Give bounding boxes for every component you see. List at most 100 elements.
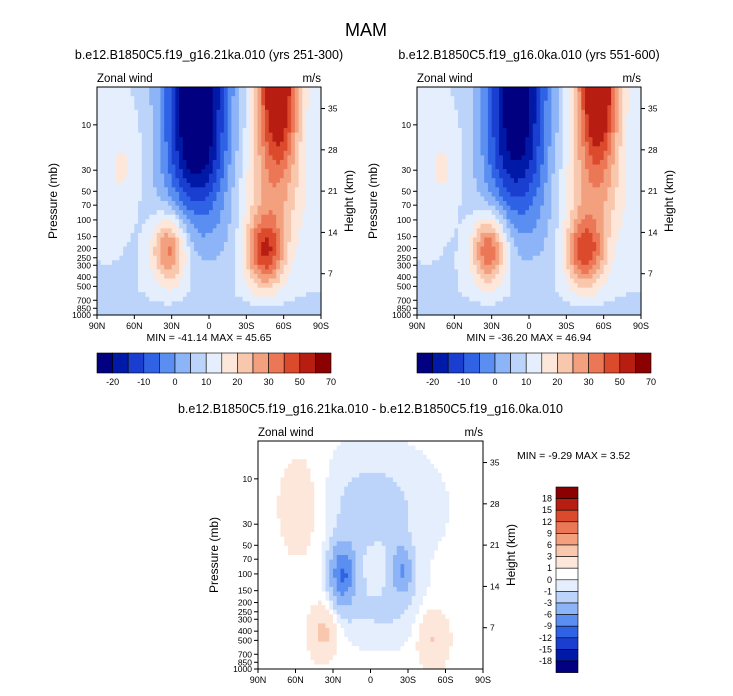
contour-cell: [167, 159, 173, 166]
contour-cell: [480, 150, 485, 156]
contour-cell: [302, 141, 307, 147]
contour-cell: [138, 210, 143, 216]
contour-cell: [156, 114, 162, 120]
contour-cell: [231, 114, 236, 120]
contour-cell: [268, 264, 274, 270]
contour-cell: [499, 191, 504, 198]
contour-cell: [231, 214, 236, 220]
contour-cell: [495, 251, 500, 257]
contour-cell: [446, 292, 452, 298]
height-tick-label: 35: [328, 104, 338, 114]
contour-cell: [194, 187, 199, 193]
contour-cell: [209, 273, 214, 280]
contour-cell: [190, 187, 195, 193]
contour-cell: [186, 96, 191, 102]
contour-cell: [287, 237, 292, 243]
contour-cell: [268, 292, 274, 298]
contour-cell: [130, 87, 135, 93]
contour-cell: [473, 283, 478, 289]
contour-cell: [171, 109, 176, 115]
contour-cell: [506, 283, 511, 289]
contour-cell: [194, 278, 199, 284]
contour-cell: [179, 196, 184, 202]
contour-cell: [149, 87, 154, 93]
contour-cell: [547, 114, 552, 120]
contour-cell: [223, 178, 229, 184]
contour-cell: [510, 273, 515, 280]
contour-cell: [428, 155, 433, 161]
contour-cell: [156, 246, 162, 252]
contour-cell: [525, 283, 530, 289]
contour-cell: [529, 242, 534, 248]
contour-cell: [517, 196, 523, 202]
contour-cell: [134, 296, 139, 302]
contour-cell: [111, 164, 117, 170]
contour-cell: [108, 118, 113, 125]
contour-cell: [525, 132, 530, 138]
contour-cell: [446, 187, 452, 193]
contour-cell: [205, 228, 210, 234]
contour-cell: [119, 283, 124, 289]
contour-cell: [532, 128, 538, 134]
contour-cell: [115, 169, 120, 175]
contour-cell: [309, 273, 315, 280]
contour-cell: [115, 255, 120, 261]
contour-cell: [547, 255, 552, 261]
contour-cell: [104, 173, 109, 179]
contour-cell: [167, 219, 173, 225]
contour-cell: [153, 273, 158, 280]
contour-cell: [253, 246, 259, 252]
contour-cell: [439, 305, 444, 312]
contour-cell: [469, 242, 474, 248]
contour-cell: [495, 196, 500, 202]
contour-cell: [458, 255, 463, 261]
contour-cell: [231, 118, 236, 125]
contour-cell: [197, 210, 203, 216]
contour-cell: [458, 278, 463, 284]
contour-cell: [138, 173, 143, 179]
contour-cell: [186, 223, 191, 229]
contour-cell: [294, 214, 300, 220]
contour-cell: [431, 255, 437, 261]
contour-cell: [268, 137, 274, 143]
contour-cell: [558, 118, 564, 125]
contour-cell: [201, 146, 206, 152]
contour-cell: [115, 292, 120, 298]
contour-cell: [417, 173, 422, 179]
contour-cell: [458, 242, 463, 248]
contour-cell: [250, 301, 255, 307]
contour-cell: [446, 255, 452, 261]
contour-cell: [141, 305, 147, 312]
contour-cell: [212, 210, 218, 216]
contour-cell: [130, 132, 135, 138]
contour-cell: [465, 260, 470, 266]
contour-cell: [220, 228, 225, 234]
contour-cell: [261, 87, 266, 93]
contour-cell: [186, 201, 191, 207]
contour-cell: [454, 232, 459, 239]
contour-cell: [145, 301, 150, 307]
contour-cell: [160, 237, 165, 243]
contour-cell: [551, 105, 556, 111]
contour-cell: [164, 155, 169, 161]
contour-cell: [439, 210, 444, 216]
contour-cell: [149, 283, 154, 289]
contour-cell: [164, 214, 169, 220]
contour-cell: [134, 146, 139, 152]
contour-cell: [130, 237, 135, 243]
contour-cell: [238, 96, 244, 102]
contour-cell: [276, 237, 281, 243]
contour-cell: [555, 109, 560, 115]
contour-cell: [235, 159, 240, 166]
contour-cell: [458, 269, 463, 275]
contour-cell: [439, 191, 444, 198]
contour-cell: [149, 132, 154, 138]
contour-cell: [190, 128, 195, 134]
contour-cell: [291, 210, 296, 216]
contour-cell: [499, 205, 504, 211]
contour-cell: [160, 141, 165, 147]
contour-cell: [197, 292, 203, 298]
contour-cell: [186, 260, 191, 266]
contour-cell: [428, 201, 433, 207]
contour-cell: [242, 228, 247, 234]
